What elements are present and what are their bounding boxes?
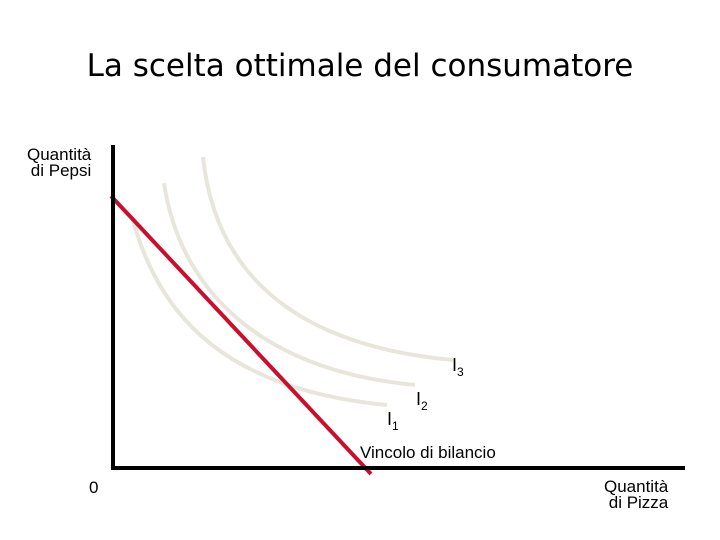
curve-label-i3-index: 3 [457,365,464,379]
curve-label-i3: I3 [452,355,464,379]
curve-label-i1: I1 [387,409,399,433]
indifference-curve-2 [162,182,416,387]
x-axis-label-line-1: Quantità [604,477,669,496]
curve-label-i1-index: 1 [392,419,399,433]
budget-line [109,194,373,476]
y-axis-label-line-1: Quantità [27,145,92,164]
curve-label-i3-letter: I [452,355,458,375]
origin-label: 0 [89,478,99,497]
y-axis-label-line-2: di Pepsi [30,161,92,180]
curve-label-i2-index: 2 [421,399,428,413]
x-axis-label-line-2: di Pizza [608,493,669,512]
curve-label-i2-letter: I [416,389,422,409]
indifference-curve-1 [131,219,388,407]
curve-label-i1-letter: I [387,409,393,429]
curve-label-i2: I2 [416,389,428,413]
y-axis-label: Quantità di Pepsi [27,145,92,180]
slide-title: La scelta ottimale del consumatore [86,48,634,84]
x-axis-label: Quantità di Pizza [604,477,669,512]
indifference-curve-3 [201,156,454,362]
budget-line-label: Vincolo di bilancio [360,443,496,462]
